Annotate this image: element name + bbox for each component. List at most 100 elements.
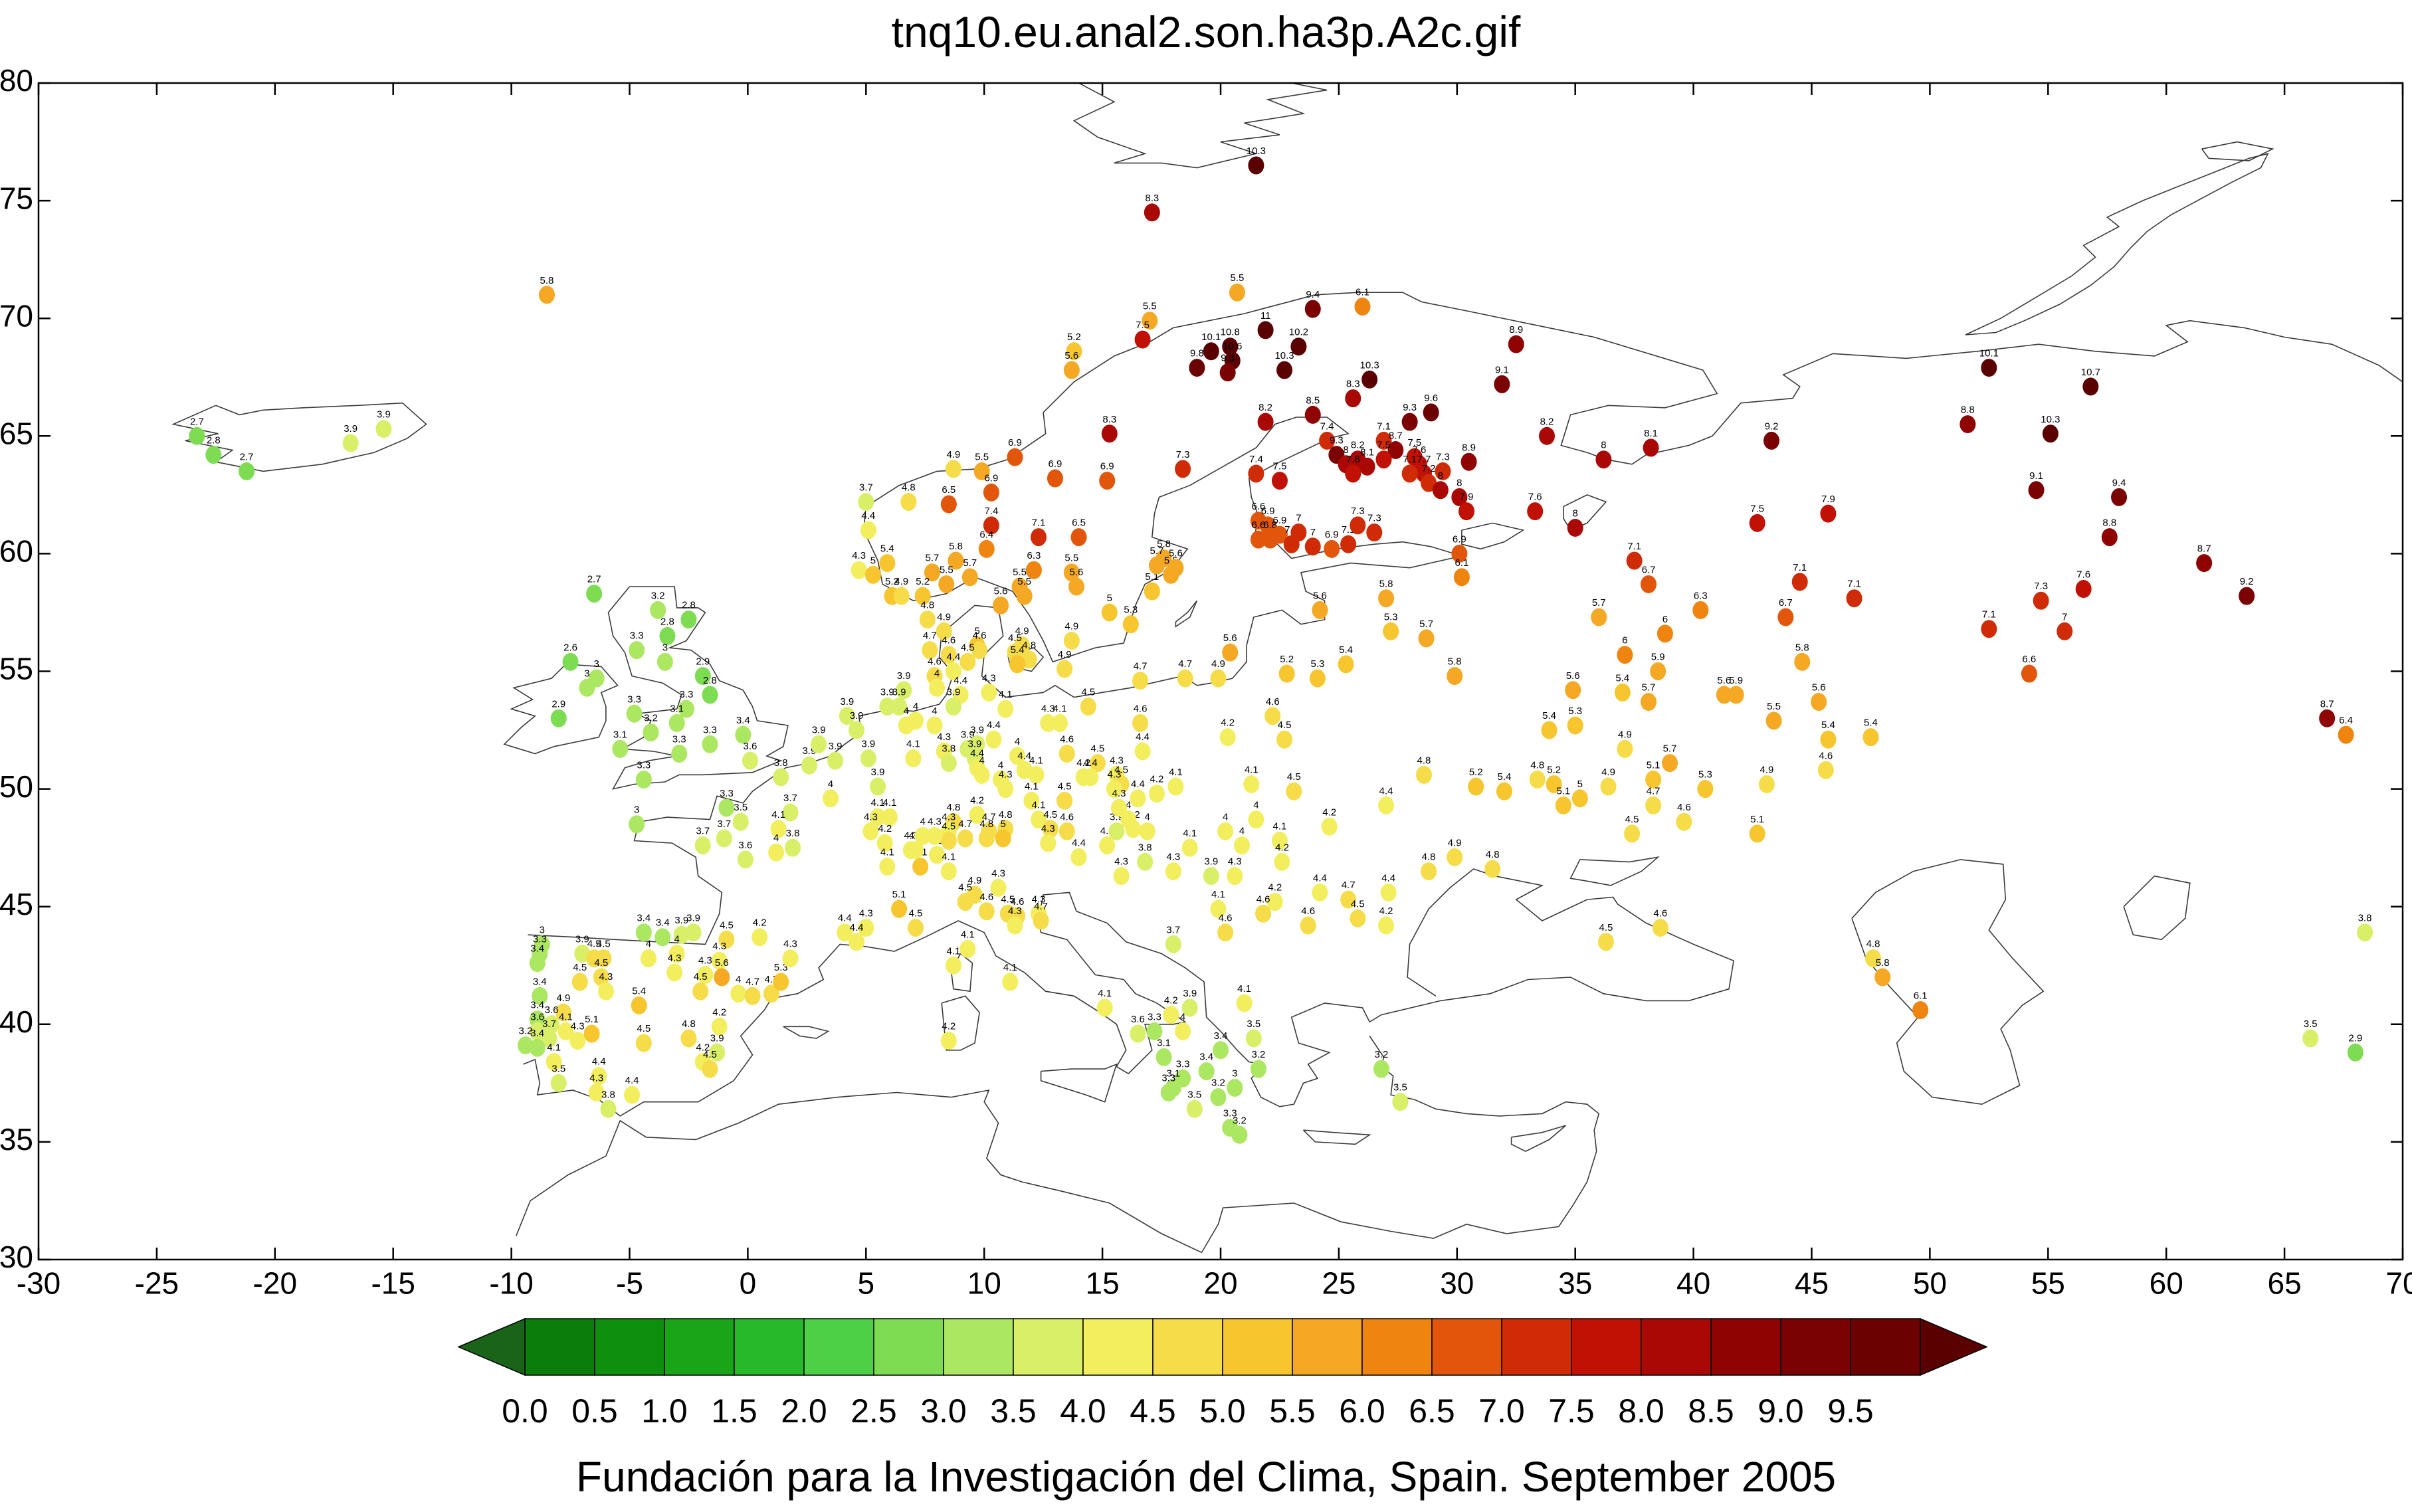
station-value-label: 4 (1223, 811, 1228, 822)
station-dot (997, 780, 1014, 799)
station-dot (1167, 559, 1184, 577)
station-dot (557, 1022, 574, 1040)
coastline-path (1965, 153, 2269, 335)
station-dot (926, 826, 943, 845)
station-value-label: 4.1 (559, 1011, 573, 1022)
station-value-label: 4.3 (852, 550, 866, 561)
station-value-label: 3.5 (1393, 1082, 1407, 1093)
colorbar-label: 7.0 (1478, 1392, 1525, 1430)
station-dot (1960, 415, 1976, 434)
station-dot (1378, 589, 1395, 608)
station-value-label: 6.9 (1008, 437, 1022, 448)
station-dot (1096, 998, 1113, 1017)
coastline-path (2123, 875, 2191, 941)
station-value-label: 9.4 (2112, 477, 2126, 488)
station-dot (1276, 730, 1293, 749)
station-value-label: 4 (904, 706, 909, 717)
station-dot (1817, 761, 1834, 779)
station-value-label: 4.6 (1011, 896, 1025, 907)
colorbar-label: 8.0 (1618, 1392, 1664, 1430)
station-dot (1676, 812, 1692, 831)
station-value-label: 4.3 (1107, 769, 1121, 781)
station-value-label: 4.7 (1034, 901, 1048, 912)
station-value-label: 7.1 (1032, 518, 1046, 529)
station-value-label: 3.8 (601, 1089, 615, 1100)
station-value-label: 10.3 (1247, 145, 1266, 157)
station-value-label: 4.5 (720, 919, 734, 931)
station-dot (1645, 770, 1662, 789)
colorbar-label: 9.5 (1827, 1392, 1874, 1430)
station-value-label: 7.9 (1821, 494, 1835, 505)
station-dot (718, 799, 735, 817)
station-dot (586, 585, 603, 603)
station-value-label: 4.6 (1653, 908, 1667, 919)
station-value-label: 4.7 (923, 630, 937, 642)
station-value-label: 5.2 (885, 576, 899, 587)
station-dot (1300, 916, 1316, 935)
station-value-label: 5.3 (1698, 769, 1712, 781)
station-dot (1099, 836, 1116, 855)
station-value-label: 4.9 (1601, 767, 1615, 778)
station-dot (2042, 425, 2059, 443)
station-value-label: 5.8 (949, 541, 963, 552)
station-value-label: 9.2 (2240, 576, 2254, 587)
station-value-label: 4.3 (999, 769, 1013, 781)
station-value-label: 3.3 (679, 689, 693, 700)
station-value-label: 5.1 (1647, 759, 1660, 771)
station-dot (879, 857, 896, 876)
station-dot (1338, 655, 1354, 674)
station-value-label: 9.2 (1765, 421, 1779, 432)
station-value-label: 4 (773, 832, 779, 844)
station-dot (666, 963, 683, 982)
station-dot (1728, 686, 1744, 704)
station-dot (1304, 405, 1321, 424)
station-dot (2319, 709, 2336, 727)
station-dot (1794, 652, 1811, 671)
station-dot (583, 1024, 600, 1043)
station-value-label: 8.7 (2197, 543, 2211, 555)
station-dot (1160, 1084, 1177, 1102)
colorbar-right-arrow (1920, 1317, 1988, 1376)
station-dot (1458, 502, 1475, 521)
station-dot (1058, 744, 1075, 763)
station-value-label: 3.6 (530, 1011, 544, 1022)
station-value-label: 4.5 (1001, 894, 1015, 905)
station-dot (1567, 716, 1583, 735)
station-dot (1350, 516, 1366, 535)
station-dot (1345, 464, 1361, 483)
station-dot (1210, 669, 1227, 688)
station-value-label: 5 (1000, 818, 1005, 830)
station-dot (1820, 504, 1837, 523)
colorbar-cell (1780, 1318, 1851, 1376)
station-value-label: 3.9 (377, 409, 391, 421)
station-dot (569, 1032, 586, 1050)
colorbar-cell (1361, 1318, 1433, 1376)
station-dot (1286, 782, 1302, 801)
station-dot (936, 622, 952, 640)
station-dot (891, 698, 908, 716)
station-value-label: 3.9 (686, 913, 700, 924)
station-dot (1203, 342, 1219, 361)
station-value-label: 10.7 (2081, 367, 2100, 378)
station-dot (1137, 852, 1154, 871)
station-value-label: 5.5 (1143, 301, 1157, 312)
x-tick-label: 40 (1676, 1266, 1710, 1301)
station-value-label: 4.6 (1060, 733, 1074, 745)
station-dot (1016, 587, 1033, 605)
station-value-label: 4.2 (1379, 905, 1393, 917)
station-dot (1304, 300, 1321, 318)
station-dot (1106, 780, 1122, 799)
station-dot (1350, 909, 1366, 927)
station-value-label: 4 (932, 706, 937, 717)
station-dot (1453, 568, 1470, 587)
station-value-label: 4.5 (1599, 922, 1613, 933)
station-value-label: 8.8 (2102, 518, 2116, 529)
station-value-label: 7.9 (1460, 492, 1474, 503)
station-value-label: 9.1 (2029, 470, 2043, 482)
coastline-path (1563, 494, 1607, 531)
station-value-label: 4.7 (746, 976, 759, 987)
station-dot (1650, 662, 1666, 680)
station-value-label: 4.2 (1275, 842, 1289, 853)
station-dot (1040, 713, 1056, 732)
station-value-label: 9.8 (1190, 348, 1204, 359)
